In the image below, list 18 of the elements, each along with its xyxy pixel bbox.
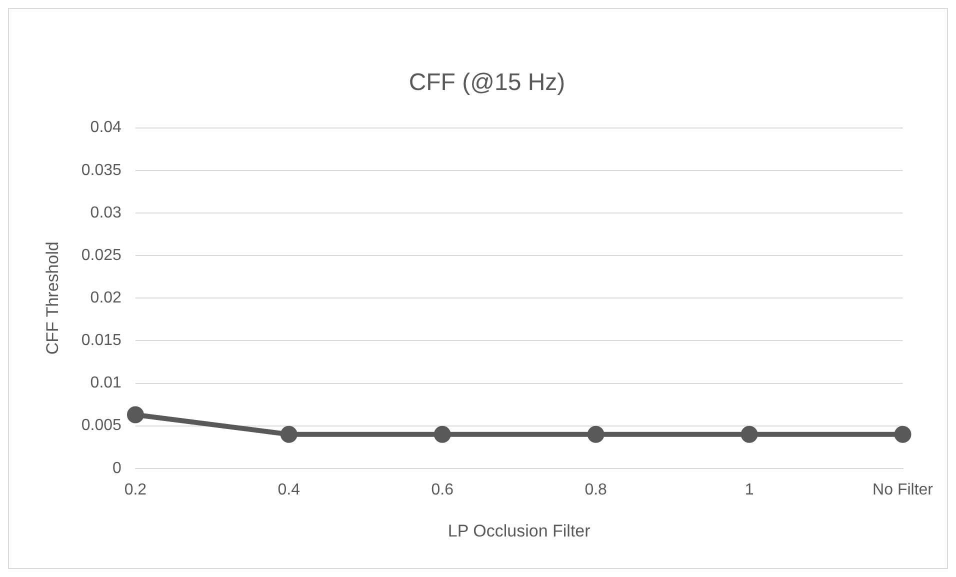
x-tick-label: 0.2	[124, 481, 147, 498]
y-tick-label: 0.035	[81, 162, 122, 179]
x-tick-label: 0.6	[431, 481, 454, 498]
y-tick-label: 0	[112, 460, 122, 477]
x-tick-label: 1	[744, 481, 754, 498]
x-axis-title: LP Occlusion Filter	[448, 521, 591, 540]
y-tick-label: 0.01	[90, 374, 122, 392]
y-tick-label: 0.03	[90, 204, 122, 222]
x-tick-label: No Filter	[872, 481, 934, 498]
y-tick-label: 0.005	[81, 417, 122, 434]
x-tick-label: 0.4	[278, 481, 300, 498]
y-axis-title: CFF Threshold	[42, 242, 62, 355]
chart-title: CFF (@15 Hz)	[408, 69, 566, 96]
y-tick-label: 0.025	[81, 246, 122, 264]
y-tick-label: 0.015	[81, 332, 122, 350]
y-tick-label: 0.02	[90, 290, 122, 307]
y-tick-label: 0.04	[90, 119, 122, 136]
x-tick-label: 0.8	[584, 481, 608, 498]
